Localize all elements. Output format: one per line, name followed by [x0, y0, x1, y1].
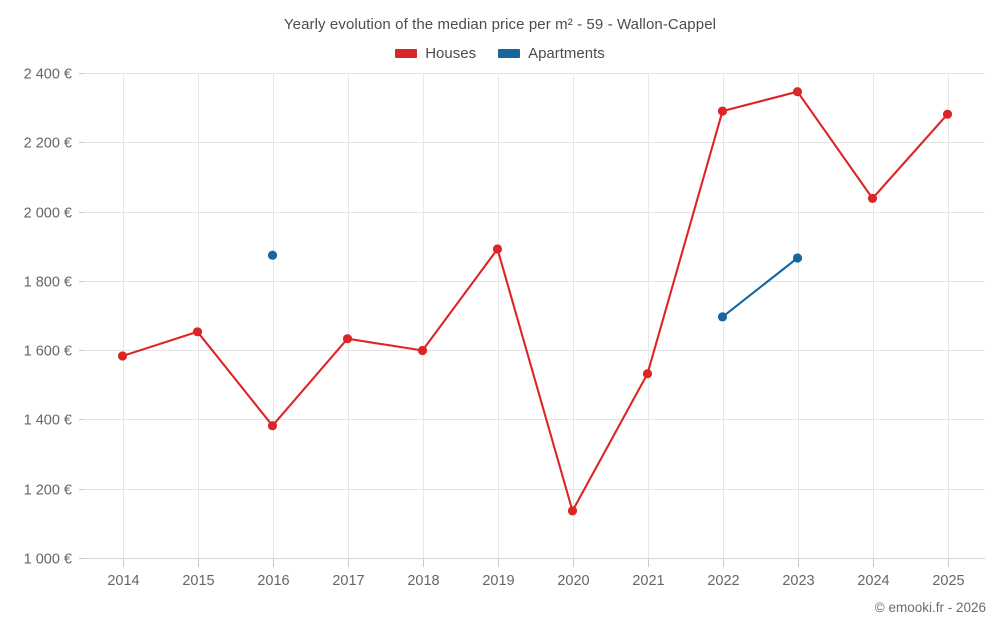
data-point-apartments-2016[interactable] — [267, 250, 278, 260]
y-tick-label: 2 200 € — [24, 136, 72, 152]
data-point-houses-2021[interactable] — [642, 369, 653, 379]
x-gridlines — [123, 73, 949, 558]
legend-swatch-houses — [395, 49, 418, 58]
data-point-houses-2025[interactable] — [942, 109, 953, 119]
y-gridlines — [85, 73, 985, 559]
series-lines — [121, 90, 949, 512]
data-point-houses-2020[interactable] — [567, 506, 578, 516]
x-tick-label: 2019 — [482, 573, 514, 589]
x-tick-label: 2025 — [932, 573, 964, 589]
x-tick-label: 2024 — [857, 573, 889, 589]
x-tick-label: 2015 — [182, 573, 214, 589]
y-tick-label: 1 200 € — [24, 483, 72, 499]
series-line-apartments — [721, 256, 799, 318]
x-tick-label: 2017 — [332, 573, 364, 589]
y-tick-label: 1 000 € — [24, 552, 72, 568]
legend-item-houses[interactable]: Houses — [395, 45, 476, 62]
legend-item-apartments[interactable]: Apartments — [498, 45, 605, 62]
data-point-houses-2019[interactable] — [492, 244, 503, 254]
legend-label-apartments: Apartments — [528, 45, 605, 62]
y-tick-label: 1 400 € — [24, 413, 72, 429]
series-points — [117, 87, 953, 516]
x-tick-label: 2014 — [107, 573, 139, 589]
legend-label-houses: Houses — [425, 45, 477, 62]
x-tick-label: 2022 — [707, 573, 739, 589]
credit-text: © emooki.fr - 2026 — [874, 600, 986, 615]
data-point-houses-2016[interactable] — [267, 421, 278, 431]
x-tick-label: 2020 — [557, 573, 589, 589]
x-tick-label: 2021 — [632, 573, 664, 589]
data-point-houses-2017[interactable] — [342, 334, 353, 344]
y-tick-label: 2 400 € — [24, 67, 72, 83]
x-tick-label: 2018 — [407, 573, 439, 589]
data-point-houses-2018[interactable] — [417, 345, 428, 356]
axis-ticks — [79, 73, 985, 567]
data-point-houses-2014[interactable] — [117, 351, 128, 361]
series-line-houses — [121, 90, 949, 512]
chart-legend: Houses Apartments — [0, 45, 1000, 62]
x-tick-label: 2016 — [257, 573, 289, 589]
y-tick-label: 2 000 € — [24, 206, 72, 222]
data-point-houses-2015[interactable] — [192, 327, 203, 337]
data-point-houses-2024[interactable] — [867, 193, 878, 203]
data-point-apartments-2022[interactable] — [717, 312, 728, 322]
chart-title: Yearly evolution of the median price per… — [283, 16, 717, 33]
x-tick-label: 2023 — [782, 573, 814, 589]
data-point-apartments-2023[interactable] — [792, 253, 803, 263]
y-tick-label: 1 600 € — [24, 344, 72, 360]
data-point-houses-2022[interactable] — [717, 106, 728, 116]
y-tick-label: 1 800 € — [24, 275, 72, 291]
legend-swatch-apartments — [498, 49, 521, 58]
data-point-houses-2023[interactable] — [792, 87, 803, 97]
y-axis-tick-labels: 1 000 € 1 200 € 1 400 € 1 600 € 1 800 € 2 000… — [24, 67, 72, 568]
x-axis-tick-labels: 2014 2015 2016 2017 2018 2019 2020 2021 2022 2023… — [107, 573, 964, 589]
